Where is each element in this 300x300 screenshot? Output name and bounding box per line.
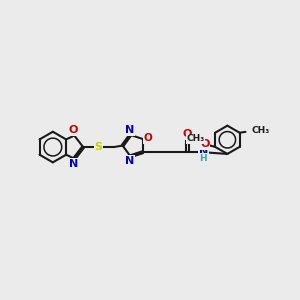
Text: H: H <box>200 154 207 163</box>
Text: O: O <box>143 134 152 143</box>
Text: O: O <box>200 139 209 149</box>
Text: N: N <box>199 147 208 157</box>
Text: CH₃: CH₃ <box>186 134 205 143</box>
Text: N: N <box>69 159 78 169</box>
Text: N: N <box>125 125 134 135</box>
Text: O: O <box>183 130 192 140</box>
Text: CH₃: CH₃ <box>251 126 270 135</box>
Text: O: O <box>69 125 78 135</box>
Text: S: S <box>94 142 103 152</box>
Text: N: N <box>125 156 134 166</box>
